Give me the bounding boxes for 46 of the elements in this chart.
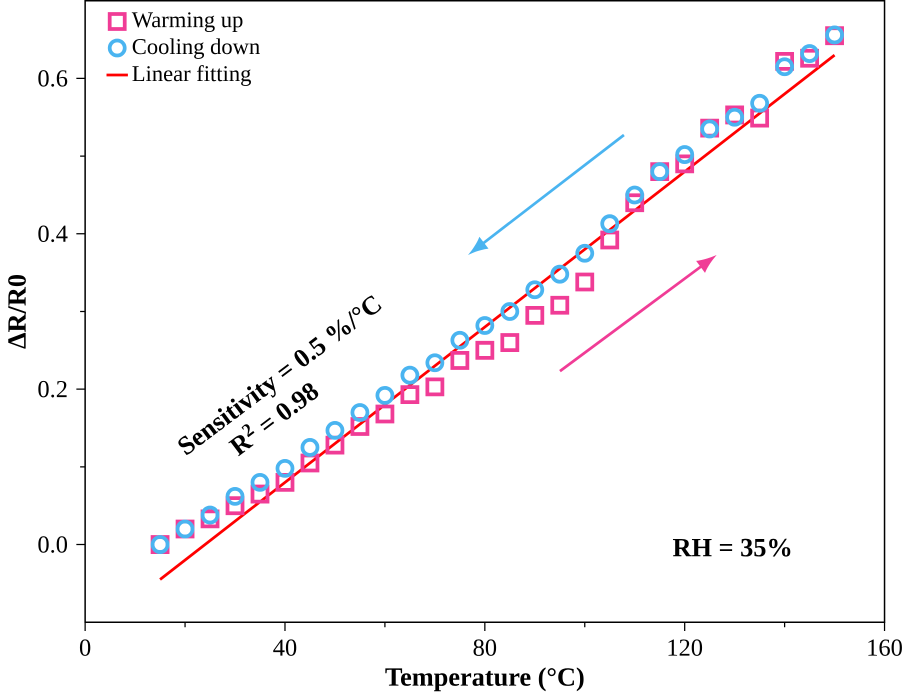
point xyxy=(376,404,394,424)
x-tick-label: 0 xyxy=(80,639,90,656)
annotation: RH = 35% xyxy=(672,538,790,556)
point xyxy=(226,486,244,506)
point xyxy=(500,302,520,321)
point xyxy=(326,420,344,440)
point xyxy=(376,386,394,405)
point xyxy=(675,144,694,164)
point xyxy=(425,353,444,372)
y-tick-label: 0.0 xyxy=(38,536,68,553)
point xyxy=(450,330,470,350)
point xyxy=(450,350,470,370)
point xyxy=(400,366,420,384)
point xyxy=(300,438,320,457)
point xyxy=(750,94,770,112)
point xyxy=(500,332,520,352)
y-tick-label: 0.4 xyxy=(38,225,68,242)
x-tick-label: 160 xyxy=(868,639,902,656)
point xyxy=(775,57,794,76)
point xyxy=(600,214,620,233)
x-tick-label: 40 xyxy=(273,639,296,656)
point xyxy=(525,280,544,299)
point xyxy=(250,472,270,492)
legend-label: Linear fitting xyxy=(132,64,251,86)
point xyxy=(800,44,819,63)
point xyxy=(475,340,494,360)
y-tick-label: 0.2 xyxy=(38,380,67,398)
point xyxy=(400,385,420,404)
point xyxy=(200,505,220,524)
point xyxy=(575,272,594,292)
y-axis-title: ΔR/R0 xyxy=(8,274,26,348)
point xyxy=(550,296,570,314)
point xyxy=(575,244,594,262)
point xyxy=(350,402,370,422)
legend-label: Cooling down xyxy=(132,38,260,59)
point xyxy=(625,185,644,204)
point xyxy=(425,377,444,396)
point xyxy=(276,458,294,478)
legend-label: Warming up xyxy=(132,12,242,32)
x-tick-label: 80 xyxy=(474,639,496,656)
point xyxy=(475,316,494,335)
x-axis-title: Temperature (°C) xyxy=(385,667,584,692)
point xyxy=(525,306,544,325)
point xyxy=(550,264,570,284)
y-tick-label: 0.6 xyxy=(38,70,68,87)
x-tick-label: 120 xyxy=(668,639,702,656)
